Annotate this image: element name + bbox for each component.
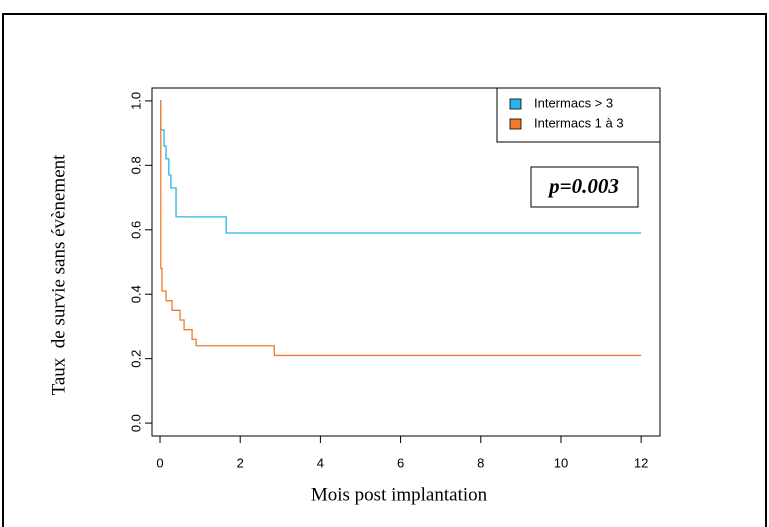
x-tick-label: 4 [317, 455, 324, 470]
legend-key [509, 118, 522, 130]
x-tick-label: 2 [237, 455, 244, 470]
frame [2, 13, 767, 527]
survival-curve [160, 100, 642, 357]
legend-key [509, 98, 522, 110]
y-tick-label: 0.0 [128, 414, 143, 432]
y-tick-label: 0.2 [128, 350, 143, 368]
legend-box [496, 87, 661, 143]
y-tick-label: 0.4 [128, 285, 143, 303]
y-tick-label: 1.0 [128, 92, 143, 110]
p-value: p=0.003 [547, 174, 619, 198]
legend-label: Intermacs > 3 [534, 95, 613, 110]
x-tick-label: 0 [156, 455, 163, 470]
annotation-box [530, 166, 639, 208]
y-tick-label: 0.8 [128, 156, 143, 174]
x-tick-label: 6 [397, 455, 404, 470]
x-tick-label: 12 [634, 455, 648, 470]
x-tick-label: 10 [554, 455, 568, 470]
plot-box [151, 87, 661, 437]
legend-label: Intermacs 1 à 3 [534, 115, 624, 130]
x-tick-label: 8 [477, 455, 484, 470]
y-axis-label: Taux de survie sans évènement [48, 154, 69, 396]
survival-curve [160, 100, 642, 234]
y-tick-label: 0.6 [128, 221, 143, 239]
x-axis-label: Mois post implantation [311, 484, 488, 505]
